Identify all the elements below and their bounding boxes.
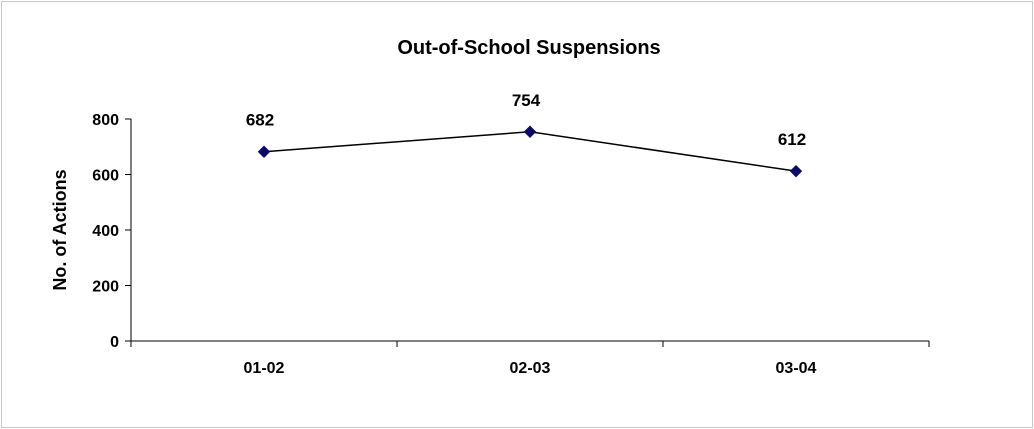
x-tick-label: 03-04 <box>776 360 817 377</box>
data-point-marker <box>523 125 537 138</box>
y-tick-label: 400 <box>92 223 119 240</box>
data-label: 754 <box>512 91 541 110</box>
x-tick-label: 01-02 <box>244 360 285 377</box>
y-tick-label: 200 <box>92 279 119 296</box>
y-axis-ticks: 0 200 400 600 800 <box>92 112 131 351</box>
data-point-marker <box>789 164 803 178</box>
y-axis-title: No. of Actions <box>50 169 70 290</box>
x-axis-ticks: 01-02 02-03 03-04 <box>130 341 930 377</box>
x-tick-label: 02-03 <box>510 360 551 377</box>
y-tick-label: 800 <box>92 112 119 129</box>
data-point-marker <box>257 145 271 158</box>
y-tick-label: 600 <box>92 168 119 185</box>
series-layer: 682 754 612 <box>246 91 806 178</box>
y-tick-label: 0 <box>110 334 119 351</box>
data-label: 682 <box>246 111 274 130</box>
data-label: 612 <box>778 130 806 149</box>
chart-title: Out-of-School Suspensions <box>397 37 660 59</box>
